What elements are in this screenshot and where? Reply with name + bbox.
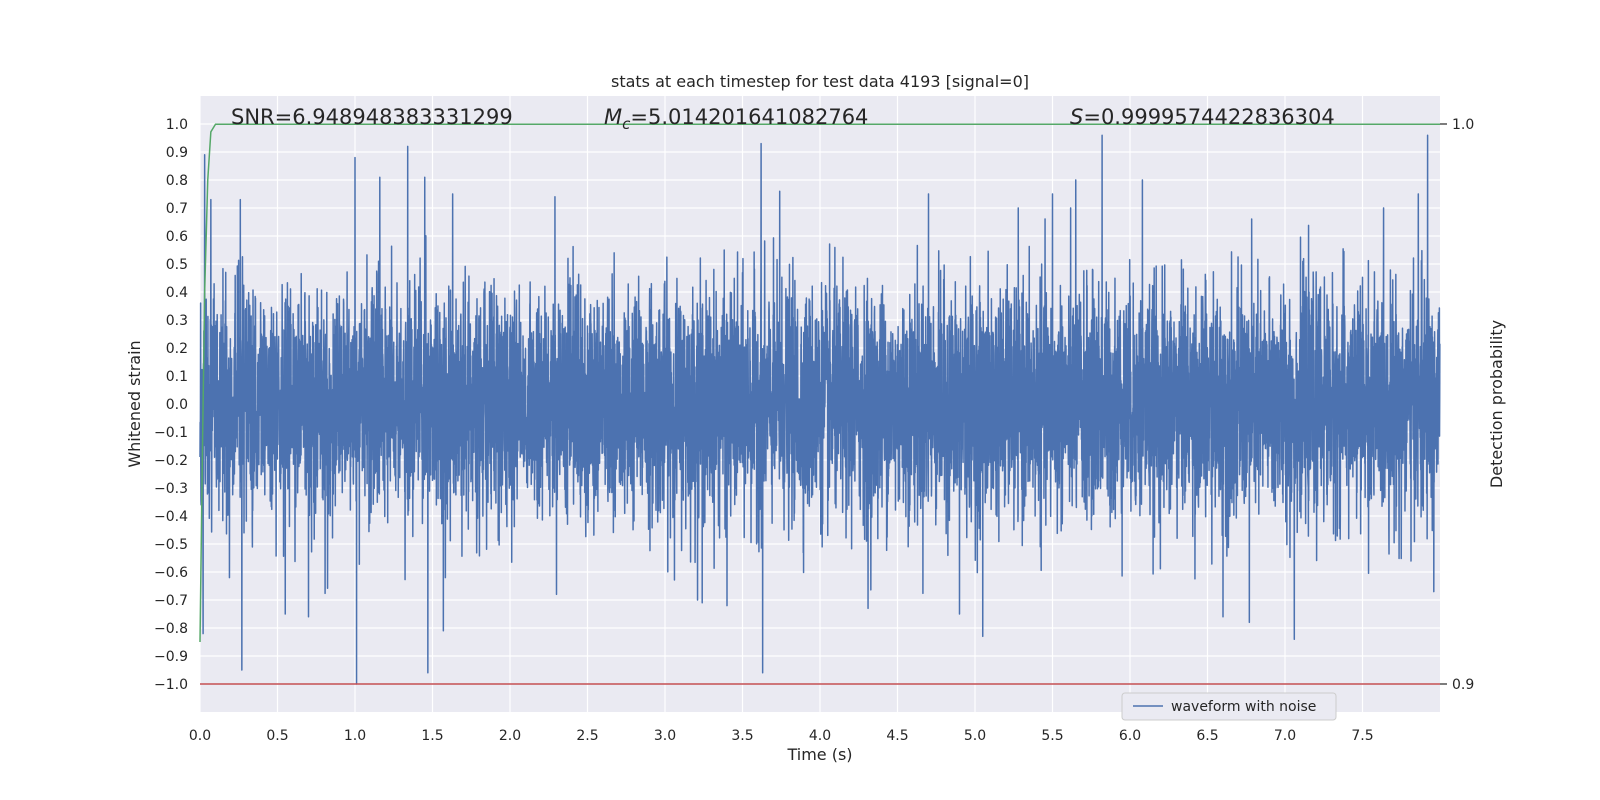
y-axis-ticks: 1.0 0.9 0.8 0.7 0.6 0.5 0.4 0.3 0.2 0.1 0.0 −0.1 −0.… (154, 117, 188, 693)
chirp-mass-annotation: Mc=5.014201641082764 (604, 105, 868, 133)
y-tick-label: 0.0 (166, 397, 188, 413)
y-tick-label: −0.1 (154, 425, 188, 441)
x-tick-label: 3.0 (654, 728, 676, 744)
y-axis-label: Whitened strain (125, 340, 144, 467)
y-tick-label: −0.4 (154, 509, 188, 525)
waveform-line (199, 134, 1441, 685)
chart-title: stats at each timestep for test data 419… (611, 72, 1029, 91)
y-tick-label: 0.4 (166, 285, 188, 301)
y-tick-label: −0.3 (154, 481, 188, 497)
right-axis-ticks: 1.0 0.9 (1440, 117, 1474, 693)
y-tick-label: 0.3 (166, 313, 188, 329)
x-tick-label: 6.0 (1119, 728, 1141, 744)
snr-annotation: SNR=6.948948383331299 (231, 105, 513, 129)
y-tick-label: −0.6 (154, 565, 188, 581)
y-tick-label: 1.0 (166, 117, 188, 133)
plot-area (199, 123, 1441, 685)
y-tick-label: −0.7 (154, 593, 188, 609)
y-tick-label: −0.2 (154, 453, 188, 469)
right-axis-label: Detection probability (1487, 320, 1506, 488)
legend-box (1121, 692, 1337, 721)
y-tick-label: 0.5 (166, 257, 188, 273)
score-annotation: S=0.9999574422836304 (1070, 105, 1335, 129)
right-axis-tick-label: 0.9 (1452, 677, 1474, 693)
y-tick-label: −1.0 (154, 677, 188, 693)
y-tick-label: 0.1 (166, 369, 188, 385)
y-tick-label: 0.6 (166, 229, 188, 245)
legend: waveform with noise (1121, 692, 1337, 721)
y-tick-label: 0.9 (166, 145, 188, 161)
x-axis-label: Time (s) (786, 745, 852, 764)
x-tick-label: 0.0 (189, 728, 211, 744)
y-tick-label: 0.7 (166, 201, 188, 217)
x-tick-label: 5.5 (1041, 728, 1063, 744)
legend-label: waveform with noise (1171, 699, 1316, 715)
x-axis-ticks: 0.0 0.5 1.0 1.5 2.0 2.5 3.0 3.5 4.0 4.5 5.0 5.5 6.0 6… (189, 728, 1374, 744)
x-tick-label: 0.5 (266, 728, 288, 744)
y-tick-label: −0.5 (154, 537, 188, 553)
y-tick-label: 0.8 (166, 173, 188, 189)
x-tick-label: 6.5 (1196, 728, 1218, 744)
y-tick-label: −0.8 (154, 621, 188, 637)
x-tick-label: 1.5 (421, 728, 443, 744)
x-tick-label: 4.0 (809, 728, 831, 744)
x-tick-label: 7.5 (1351, 728, 1373, 744)
x-tick-label: 5.0 (964, 728, 986, 744)
y-tick-label: 0.2 (166, 341, 188, 357)
right-axis-tick-label: 1.0 (1452, 117, 1474, 133)
x-tick-label: 1.0 (344, 728, 366, 744)
y-tick-label: −0.9 (154, 649, 188, 665)
x-tick-label: 4.5 (886, 728, 908, 744)
detection-probability-line (199, 123, 1440, 643)
x-tick-label: 2.5 (576, 728, 598, 744)
x-tick-label: 2.0 (499, 728, 521, 744)
x-tick-label: 3.5 (731, 728, 753, 744)
x-tick-label: 7.0 (1274, 728, 1296, 744)
